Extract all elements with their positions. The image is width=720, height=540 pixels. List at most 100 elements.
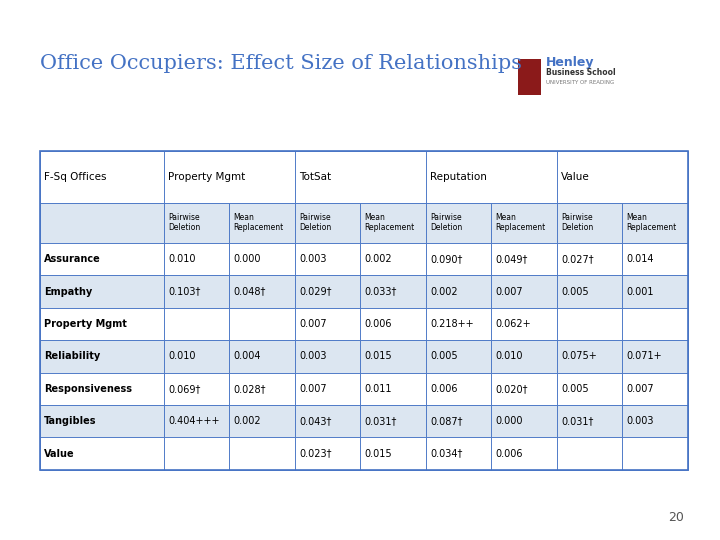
FancyBboxPatch shape [295, 405, 360, 437]
FancyBboxPatch shape [164, 308, 230, 340]
Text: 0.006: 0.006 [495, 449, 523, 458]
FancyBboxPatch shape [491, 202, 557, 243]
FancyBboxPatch shape [230, 202, 295, 243]
Text: Mean
Replacement: Mean Replacement [626, 213, 677, 232]
Text: 20: 20 [668, 511, 684, 524]
Text: 0.023†: 0.023† [300, 449, 332, 458]
Text: 0.006: 0.006 [430, 384, 458, 394]
Text: Assurance: Assurance [44, 254, 101, 264]
FancyBboxPatch shape [164, 340, 230, 373]
FancyBboxPatch shape [557, 437, 622, 470]
FancyBboxPatch shape [40, 151, 164, 202]
FancyBboxPatch shape [426, 437, 491, 470]
Text: Business School: Business School [546, 69, 616, 77]
Text: 0.000: 0.000 [495, 416, 523, 426]
Text: 0.404+++: 0.404+++ [168, 416, 220, 426]
FancyBboxPatch shape [295, 243, 360, 275]
FancyBboxPatch shape [557, 151, 688, 202]
FancyBboxPatch shape [295, 202, 360, 243]
FancyBboxPatch shape [426, 275, 491, 308]
FancyBboxPatch shape [491, 275, 557, 308]
FancyBboxPatch shape [40, 373, 164, 405]
Text: Value: Value [561, 172, 590, 182]
FancyBboxPatch shape [557, 373, 622, 405]
Text: Property Mgmt: Property Mgmt [44, 319, 127, 329]
Text: 0.005: 0.005 [561, 384, 589, 394]
FancyBboxPatch shape [230, 437, 295, 470]
FancyBboxPatch shape [360, 405, 426, 437]
Text: Henley: Henley [546, 56, 594, 69]
FancyBboxPatch shape [230, 373, 295, 405]
Text: 0.005: 0.005 [430, 352, 458, 361]
Text: 0.075+: 0.075+ [561, 352, 597, 361]
FancyBboxPatch shape [426, 405, 491, 437]
FancyBboxPatch shape [622, 275, 688, 308]
FancyBboxPatch shape [295, 308, 360, 340]
Text: 0.003: 0.003 [300, 352, 327, 361]
Text: 0.071+: 0.071+ [626, 352, 662, 361]
FancyBboxPatch shape [295, 373, 360, 405]
Text: Reliability: Reliability [44, 352, 100, 361]
FancyBboxPatch shape [557, 405, 622, 437]
FancyBboxPatch shape [426, 202, 491, 243]
FancyBboxPatch shape [426, 308, 491, 340]
Text: 0.034†: 0.034† [430, 449, 462, 458]
FancyBboxPatch shape [426, 340, 491, 373]
Text: 0.062+: 0.062+ [495, 319, 531, 329]
FancyBboxPatch shape [360, 243, 426, 275]
Text: 0.010: 0.010 [168, 352, 196, 361]
Text: 0.027†: 0.027† [561, 254, 593, 264]
FancyBboxPatch shape [557, 340, 622, 373]
Text: Mean
Replacement: Mean Replacement [495, 213, 546, 232]
Text: Office Occupiers: Effect Size of Relationships: Office Occupiers: Effect Size of Relatio… [40, 54, 521, 73]
Text: UNIVERSITY OF READING: UNIVERSITY OF READING [546, 80, 614, 85]
Text: 0.005: 0.005 [561, 287, 589, 296]
Text: Pairwise
Deletion: Pairwise Deletion [430, 213, 462, 232]
Text: 0.002: 0.002 [364, 254, 392, 264]
FancyBboxPatch shape [557, 308, 622, 340]
FancyBboxPatch shape [295, 151, 426, 202]
FancyBboxPatch shape [230, 308, 295, 340]
Text: Pairwise
Deletion: Pairwise Deletion [561, 213, 593, 232]
FancyBboxPatch shape [491, 373, 557, 405]
Text: TotSat: TotSat [300, 172, 331, 182]
FancyBboxPatch shape [164, 202, 230, 243]
FancyBboxPatch shape [40, 437, 164, 470]
FancyBboxPatch shape [164, 373, 230, 405]
Text: 0.015: 0.015 [364, 352, 392, 361]
Text: Empathy: Empathy [44, 287, 92, 296]
Text: Tangibles: Tangibles [44, 416, 96, 426]
FancyBboxPatch shape [557, 275, 622, 308]
FancyBboxPatch shape [164, 437, 230, 470]
FancyBboxPatch shape [230, 340, 295, 373]
FancyBboxPatch shape [230, 405, 295, 437]
FancyBboxPatch shape [40, 243, 164, 275]
FancyBboxPatch shape [40, 405, 164, 437]
Text: 0.029†: 0.029† [300, 287, 332, 296]
Text: 0.011: 0.011 [364, 384, 392, 394]
Text: 0.028†: 0.028† [234, 384, 266, 394]
Text: 0.218++: 0.218++ [430, 319, 474, 329]
Text: 0.031†: 0.031† [561, 416, 593, 426]
Text: 0.031†: 0.031† [364, 416, 397, 426]
Text: Property Mgmt: Property Mgmt [168, 172, 246, 182]
FancyBboxPatch shape [491, 308, 557, 340]
FancyBboxPatch shape [295, 340, 360, 373]
Text: 0.001: 0.001 [626, 287, 654, 296]
Text: 0.007: 0.007 [626, 384, 654, 394]
FancyBboxPatch shape [164, 151, 295, 202]
FancyBboxPatch shape [622, 340, 688, 373]
Text: F-Sq Offices: F-Sq Offices [44, 172, 107, 182]
FancyBboxPatch shape [622, 243, 688, 275]
Text: 0.033†: 0.033† [364, 287, 397, 296]
FancyBboxPatch shape [360, 308, 426, 340]
Text: 0.002: 0.002 [430, 287, 458, 296]
Text: 0.007: 0.007 [495, 287, 523, 296]
FancyBboxPatch shape [164, 275, 230, 308]
FancyBboxPatch shape [557, 202, 622, 243]
Text: 0.043†: 0.043† [300, 416, 332, 426]
FancyBboxPatch shape [491, 437, 557, 470]
FancyBboxPatch shape [40, 340, 164, 373]
FancyBboxPatch shape [491, 405, 557, 437]
Text: 0.003: 0.003 [300, 254, 327, 264]
